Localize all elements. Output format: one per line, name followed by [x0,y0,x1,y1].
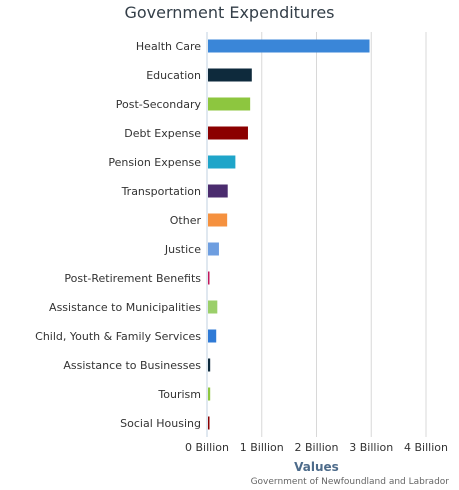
category-label: Education [146,69,201,82]
category-label: Social Housing [120,417,201,430]
x-tick-label: 2 Billion [295,441,339,454]
chart-credit: Government of Newfoundland and Labrador [250,477,449,487]
category-label: Tourism [157,388,201,401]
bar[interactable] [208,155,236,169]
chart-title: Government Expenditures [124,3,335,22]
bar[interactable] [208,184,228,198]
bar[interactable] [208,387,211,401]
x-tick-label: 4 Billion [404,441,448,454]
category-label: Post-Retirement Benefits [64,272,201,285]
category-label: Health Care [136,40,201,53]
category-label: Post-Secondary [116,98,202,111]
bar[interactable] [208,97,251,111]
category-label: Pension Expense [108,156,201,169]
category-label: Other [170,214,202,227]
category-label: Child, Youth & Family Services [35,330,201,343]
x-tick-label: 1 Billion [240,441,284,454]
bar[interactable] [208,213,228,227]
bar[interactable] [208,358,211,372]
bar[interactable] [208,242,219,256]
x-tick-label: 0 Billion [185,441,229,454]
x-tick-label: 3 Billion [349,441,393,454]
category-label: Justice [164,243,201,256]
category-label: Assistance to Businesses [63,359,201,372]
category-label: Debt Expense [124,127,201,140]
bar[interactable] [208,329,217,343]
bar[interactable] [208,271,210,285]
bar[interactable] [208,300,218,314]
bar[interactable] [208,126,248,140]
bar[interactable] [208,416,210,430]
x-axis-title: Values [294,460,339,474]
category-label: Transportation [121,185,201,198]
bar[interactable] [208,68,252,82]
category-label: Assistance to Municipalities [49,301,201,314]
bar[interactable] [208,39,370,53]
